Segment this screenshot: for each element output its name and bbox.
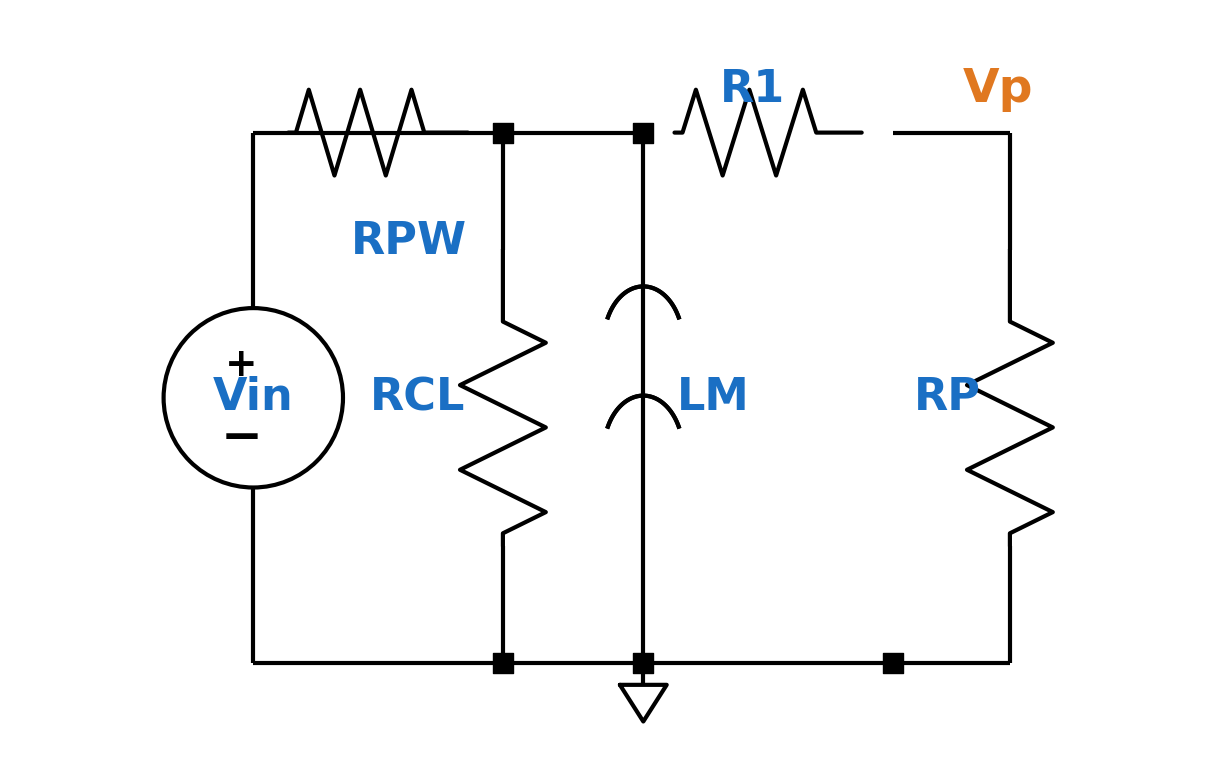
Text: LM: LM [678, 376, 750, 420]
Point [633, 126, 653, 139]
Point [493, 657, 513, 669]
Point [493, 126, 513, 139]
Text: R1: R1 [719, 68, 785, 112]
Text: Vp: Vp [963, 67, 1034, 112]
Text: RPW: RPW [351, 220, 467, 264]
Text: −: − [221, 414, 262, 463]
Text: RCL: RCL [370, 376, 464, 420]
Text: RP: RP [914, 376, 981, 420]
Text: Vin: Vin [213, 376, 293, 420]
Point [883, 657, 903, 669]
Point [633, 657, 653, 669]
Text: +: + [225, 346, 257, 384]
